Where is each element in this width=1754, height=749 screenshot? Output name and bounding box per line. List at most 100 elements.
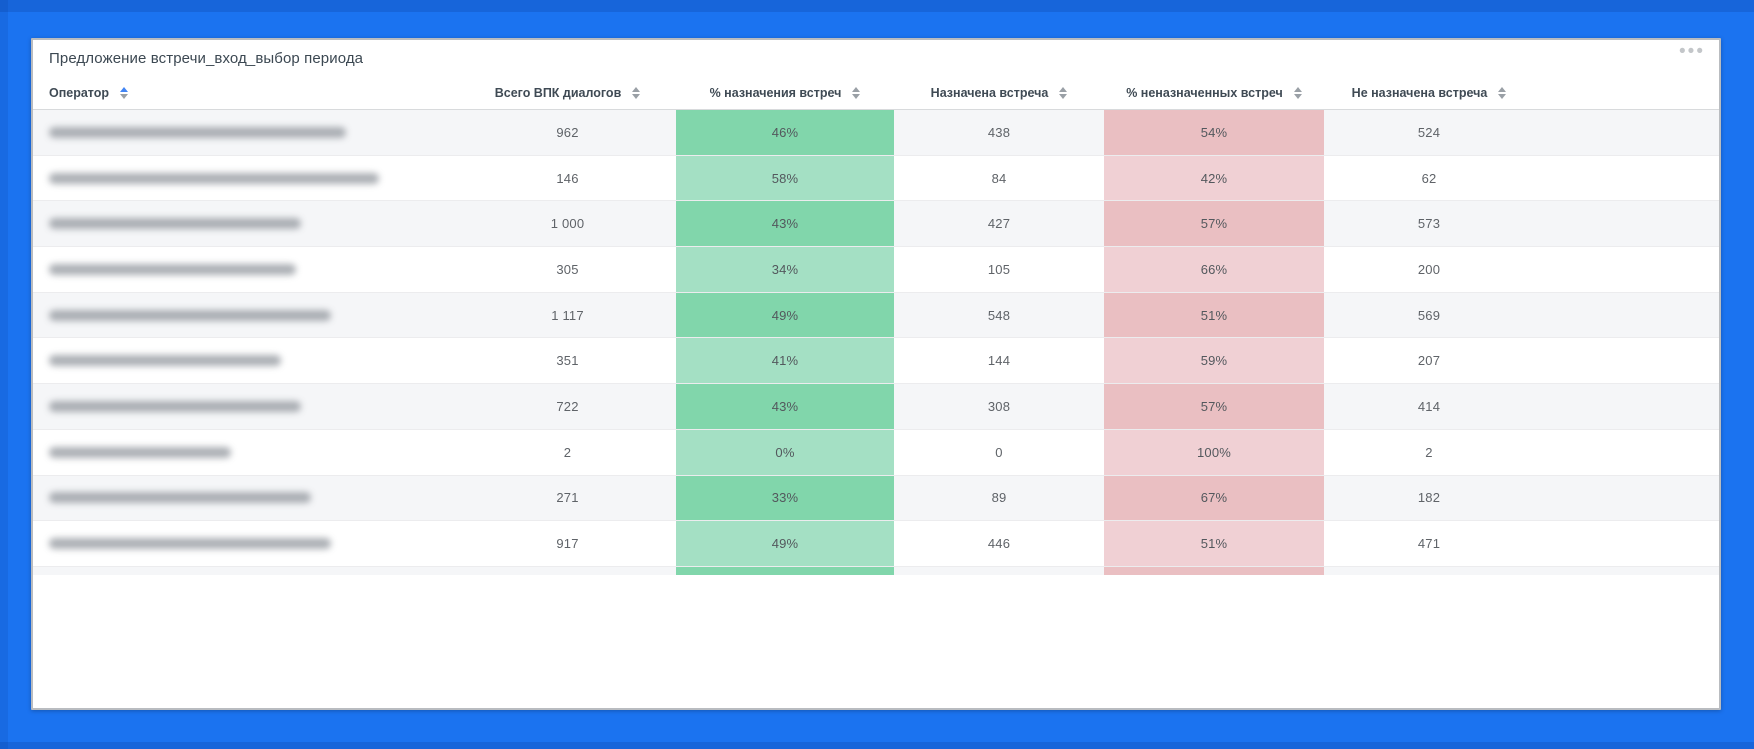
row-filler (1534, 567, 1719, 575)
operator-name-blurred (49, 172, 379, 184)
cell-assigned: 84 (991, 170, 1007, 186)
report-card: Предложение встречи_вход_выбор периода •… (31, 38, 1721, 710)
cell-operator (33, 384, 459, 429)
cell-pct_assigned: 49% (676, 521, 894, 566)
cell-unassigned: 573 (1417, 216, 1441, 232)
cell-pct_assigned: 43% (676, 201, 894, 247)
cell-pct_unassigned: 54% (1104, 110, 1324, 155)
cell-unassigned: 2 (1425, 444, 1433, 460)
cell-pct_unassigned: 66% (1104, 247, 1324, 292)
row-filler (1534, 338, 1719, 383)
cell-dialogs: 917 (556, 536, 579, 552)
card-header: Предложение встречи_вход_выбор периода •… (33, 40, 1719, 77)
table-row-clipped (33, 565, 1719, 575)
cell-operator (33, 247, 459, 292)
cell-unassigned: 414 (1417, 398, 1441, 414)
cell-pct_unassigned: 100% (1104, 429, 1324, 475)
cell-operator (33, 338, 459, 383)
row-filler (1534, 384, 1719, 429)
cell-pct_assigned: 33% (676, 475, 894, 521)
more-options-icon[interactable]: ••• (1679, 41, 1705, 62)
column-header-dialogs[interactable]: Всего ВПК диалогов (459, 86, 676, 100)
cell-pct_unassigned: 59% (1104, 338, 1324, 384)
cell-assigned: 89 (991, 490, 1007, 506)
cell-unassigned: 207 (1417, 353, 1441, 369)
cell-unassigned: 524 (1417, 124, 1441, 140)
cell-dialogs: 351 (556, 353, 579, 369)
cell-pct_assigned: 41% (676, 338, 894, 384)
operator-name-blurred (49, 263, 296, 275)
column-header-label: Назначена встреча (930, 86, 1049, 100)
cell-assigned: 427 (987, 216, 1011, 232)
cell-dialogs: 305 (556, 261, 579, 277)
row-filler (1534, 156, 1719, 201)
cell-operator (33, 476, 459, 521)
column-header-label: Оператор (49, 86, 110, 100)
cell-operator (33, 156, 459, 201)
row-filler (1534, 293, 1719, 338)
table-row: 351 41% 144 59% 207 (33, 337, 1719, 384)
cell-dialogs: 146 (556, 170, 579, 186)
cell-operator (33, 521, 459, 566)
cell-pct_assigned: 58% (676, 155, 894, 201)
cell-assigned: 446 (987, 536, 1011, 552)
cell-dialogs: 962 (556, 124, 579, 140)
cell-dialogs: 722 (556, 398, 579, 414)
operator-name-blurred (49, 538, 331, 550)
cell-pct_unassigned: 51% (1104, 521, 1324, 566)
operator-name-blurred (49, 309, 331, 321)
row-filler (1534, 521, 1719, 566)
sort-icon[interactable] (1293, 87, 1302, 99)
operator-name-blurred (49, 126, 346, 138)
cell-pct_unassigned: 67% (1104, 475, 1324, 521)
table-row: 722 43% 308 57% 414 (33, 383, 1719, 429)
cell-operator (33, 293, 459, 338)
row-filler (1534, 201, 1719, 246)
cell-dialogs: 1 117 (551, 307, 584, 323)
row-filler (1534, 430, 1719, 475)
cell-pct_assigned (676, 566, 894, 575)
table-row: 962 46% 438 54% 524 (33, 110, 1719, 155)
table-body: 962 46% 438 54% 524 146 58% 84 42% 62 1 000 43% 427 5… (33, 110, 1719, 575)
cell-assigned: 0 (995, 444, 1003, 460)
column-header-label: Всего ВПК диалогов (494, 86, 622, 100)
cell-pct_assigned: 0% (676, 429, 894, 475)
card-title: Предложение встречи_вход_выбор периода (49, 50, 364, 67)
cell-operator (33, 110, 459, 155)
cell-assigned: 438 (987, 124, 1011, 140)
cell-assigned (894, 567, 1104, 575)
table-header-row: Оператор Всего ВПК диалогов % назначения в… (33, 77, 1719, 110)
cell-unassigned: 182 (1417, 490, 1441, 506)
table-row: 1 117 49% 548 51% 569 (33, 291, 1719, 338)
cell-assigned: 144 (987, 353, 1011, 369)
cell-pct_unassigned: 51% (1104, 292, 1324, 338)
cell-pct_unassigned: 57% (1104, 384, 1324, 429)
cell-dialogs (459, 567, 676, 575)
cell-dialogs: 1 000 (550, 216, 585, 232)
cell-operator (33, 201, 459, 246)
cell-pct_assigned: 49% (676, 292, 894, 338)
cell-pct_unassigned: 42% (1104, 155, 1324, 201)
column-header-pct_unassigned[interactable]: % неназначенных встреч (1104, 86, 1324, 100)
cell-operator (33, 430, 459, 475)
cell-unassigned: 200 (1417, 261, 1441, 277)
cell-dialogs: 271 (556, 490, 579, 506)
sort-icon[interactable] (1498, 87, 1507, 99)
row-filler (1534, 110, 1719, 155)
sort-icon[interactable] (632, 87, 641, 99)
operator-name-blurred (49, 355, 281, 367)
table-row: 1 000 43% 427 57% 573 (33, 200, 1719, 247)
column-header-pct_assigned[interactable]: % назначения встреч (676, 86, 894, 100)
sort-icon[interactable] (120, 87, 129, 99)
cell-assigned: 105 (987, 261, 1011, 277)
column-header-unassigned[interactable]: Не назначена встреча (1324, 86, 1534, 100)
row-filler (1534, 247, 1719, 292)
operator-name-blurred (49, 400, 301, 412)
sort-icon[interactable] (852, 87, 861, 99)
column-header-operator[interactable]: Оператор (33, 86, 459, 100)
cell-assigned: 308 (987, 398, 1011, 414)
column-header-assigned[interactable]: Назначена встреча (894, 86, 1104, 100)
cell-unassigned: 62 (1421, 170, 1437, 186)
sort-icon[interactable] (1059, 87, 1068, 99)
cell-pct_assigned: 46% (676, 110, 894, 155)
